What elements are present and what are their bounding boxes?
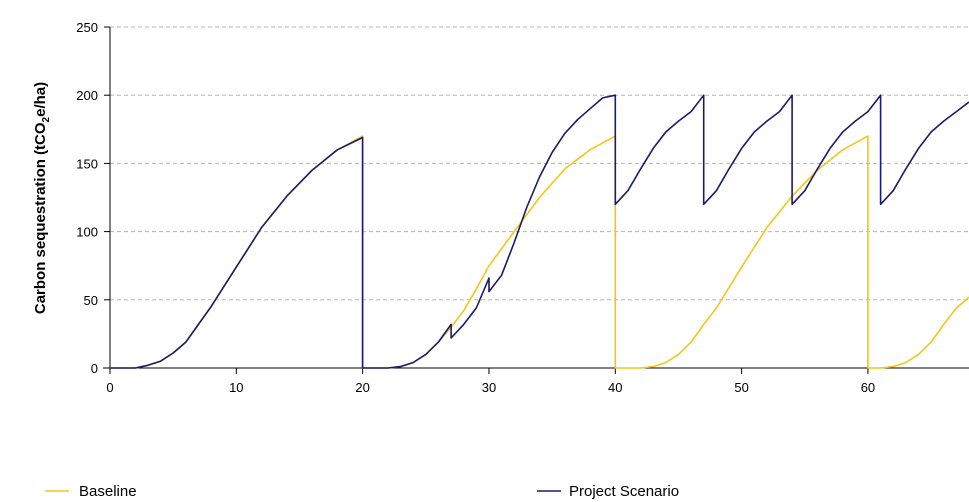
y-tick-label-250: 250 <box>76 20 98 35</box>
x-tick-label-20: 20 <box>355 380 369 395</box>
legend-item-baseline: Baseline <box>45 483 137 500</box>
axis-ticks: 0 50 100 150 200 250 0 10 20 30 40 50 60 <box>76 20 875 395</box>
y-axis-label-subscript: 2 <box>41 116 52 122</box>
legend-item-project-scenario: Project Scenario <box>537 483 679 500</box>
y-tick-label-100: 100 <box>76 225 98 240</box>
x-tick-label-60: 60 <box>861 380 875 395</box>
legend: Baseline Project Scenario <box>45 483 679 500</box>
series-line-project-scenario <box>110 94 969 369</box>
y-tick-label-50: 50 <box>84 293 98 308</box>
x-tick-label-50: 50 <box>734 380 748 395</box>
series-layer <box>110 94 969 369</box>
legend-label-project-scenario: Project Scenario <box>569 483 679 500</box>
y-tick-label-150: 150 <box>76 156 98 171</box>
legend-label-baseline: Baseline <box>79 483 137 500</box>
y-axis-label-suffix: e/ha) <box>32 82 49 117</box>
y-tick-label-200: 200 <box>76 88 98 103</box>
x-tick-label-30: 30 <box>482 380 496 395</box>
x-tick-label-0: 0 <box>106 380 113 395</box>
x-tick-label-10: 10 <box>229 380 243 395</box>
y-tick-label-0: 0 <box>91 361 98 376</box>
y-axis-label: Carbon sequestration (tCO2e/ha) <box>32 82 52 314</box>
x-tick-label-40: 40 <box>608 380 622 395</box>
y-axis-label-prefix: Carbon sequestration (tCO <box>32 122 49 314</box>
gridlines <box>110 26 969 301</box>
series-line-baseline <box>110 135 969 369</box>
